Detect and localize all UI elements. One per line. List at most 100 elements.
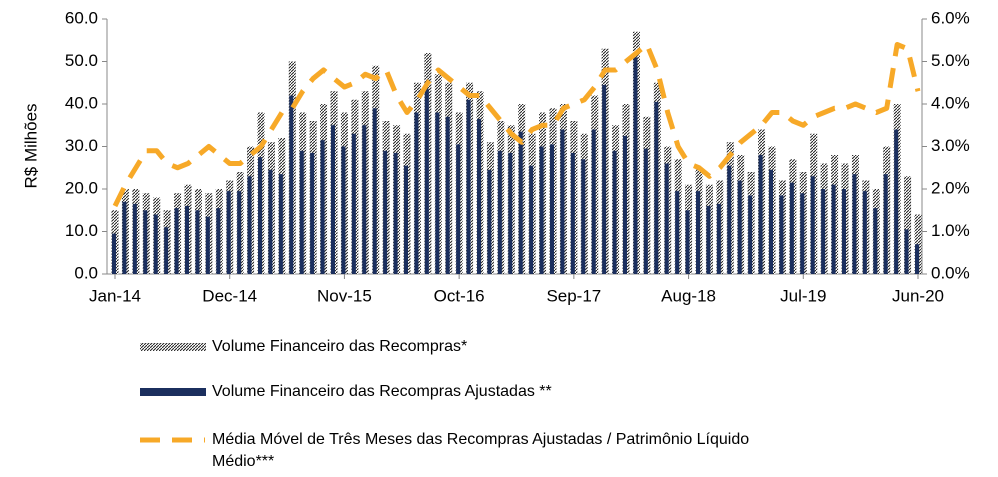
bar (435, 112, 440, 274)
x-tick-label: Oct-16 (434, 286, 485, 305)
bar (737, 180, 742, 274)
y2-tick-label: 6.0% (931, 8, 970, 27)
y2-tick-label: 2.0% (931, 178, 970, 197)
legend-swatch (140, 388, 206, 396)
bar (112, 233, 116, 274)
bar (226, 191, 231, 274)
bar (727, 165, 732, 274)
bar (602, 84, 607, 274)
bar (633, 57, 638, 274)
bar (310, 152, 315, 274)
bar (320, 140, 325, 274)
bar (122, 201, 127, 274)
bar (383, 150, 388, 274)
bar (821, 189, 826, 274)
x-tick-label: Sep-17 (546, 286, 601, 305)
bar (706, 206, 711, 274)
y-tick-label: 20.0 (65, 178, 98, 197)
x-tick-label: Jun-20 (892, 286, 944, 305)
bar (748, 195, 753, 274)
bar (612, 150, 617, 274)
bar (570, 152, 575, 274)
bar (675, 191, 680, 274)
bar (497, 150, 502, 274)
bar (539, 146, 544, 274)
bar (831, 184, 836, 274)
bar (883, 174, 888, 274)
bar (195, 210, 200, 274)
bar (477, 118, 481, 274)
bar (341, 146, 346, 274)
bar (529, 165, 534, 274)
bar (362, 125, 367, 274)
bar (581, 159, 586, 274)
bar (164, 227, 169, 274)
bar (372, 108, 377, 274)
bar (258, 157, 262, 274)
legend-label: Volume Financeiro das Recompras Ajustada… (212, 383, 552, 400)
x-tick-label: Jul-19 (780, 286, 826, 305)
y-tick-label: 30.0 (65, 136, 98, 155)
bar (800, 193, 805, 274)
bar (654, 101, 659, 274)
bar (643, 148, 648, 274)
y2-tick-label: 5.0% (931, 51, 970, 70)
x-tick-label: Dec-14 (202, 286, 257, 305)
bar (153, 214, 158, 274)
y-tick-label: 10.0 (65, 221, 98, 240)
bar (487, 169, 492, 274)
bar (685, 210, 690, 274)
bar (852, 174, 857, 274)
bar (779, 195, 784, 274)
bar (237, 191, 242, 274)
bar (216, 208, 221, 274)
x-tick-label: Nov-15 (317, 286, 372, 305)
bar (445, 116, 450, 274)
y2-tick-label: 4.0% (931, 93, 970, 112)
y-tick-label: 40.0 (65, 93, 98, 112)
bar (456, 144, 461, 274)
bar (810, 176, 815, 274)
y2-tick-label: 0.0% (931, 263, 970, 282)
y-axis-title: R$ Milhões (21, 103, 40, 188)
bar (769, 169, 773, 274)
bar (518, 131, 523, 274)
x-tick-label: Aug-18 (661, 286, 716, 305)
bar (351, 133, 356, 274)
bar (842, 189, 846, 274)
bar (560, 129, 565, 274)
bar (894, 129, 899, 274)
bar (466, 99, 471, 274)
bar (424, 89, 429, 274)
y2-tick-label: 3.0% (931, 136, 970, 155)
bar (289, 95, 294, 274)
bar (716, 203, 721, 274)
bar (143, 210, 148, 274)
bar (623, 135, 627, 274)
bar (789, 182, 794, 274)
y-tick-label: 50.0 (65, 51, 98, 70)
bar (331, 125, 335, 274)
bar (915, 244, 919, 274)
bar (758, 155, 763, 274)
bar (873, 208, 878, 274)
bar (174, 208, 179, 274)
bar (904, 229, 909, 274)
bar (299, 150, 304, 274)
bar (508, 152, 513, 274)
bar (132, 203, 137, 274)
y2-tick-label: 1.0% (931, 221, 970, 240)
bar (696, 191, 700, 274)
bar (205, 216, 210, 274)
line (112, 42, 921, 208)
bar (268, 169, 273, 274)
legend-label: Volume Financeiro das Recompras* (212, 338, 468, 355)
bar (591, 129, 596, 274)
legend-label: Média Móvel de Três Meses das Recompras … (212, 431, 750, 470)
bar (664, 163, 669, 274)
y-tick-label: 0.0 (74, 263, 98, 282)
legend-swatch (140, 343, 206, 351)
bar (247, 176, 252, 274)
